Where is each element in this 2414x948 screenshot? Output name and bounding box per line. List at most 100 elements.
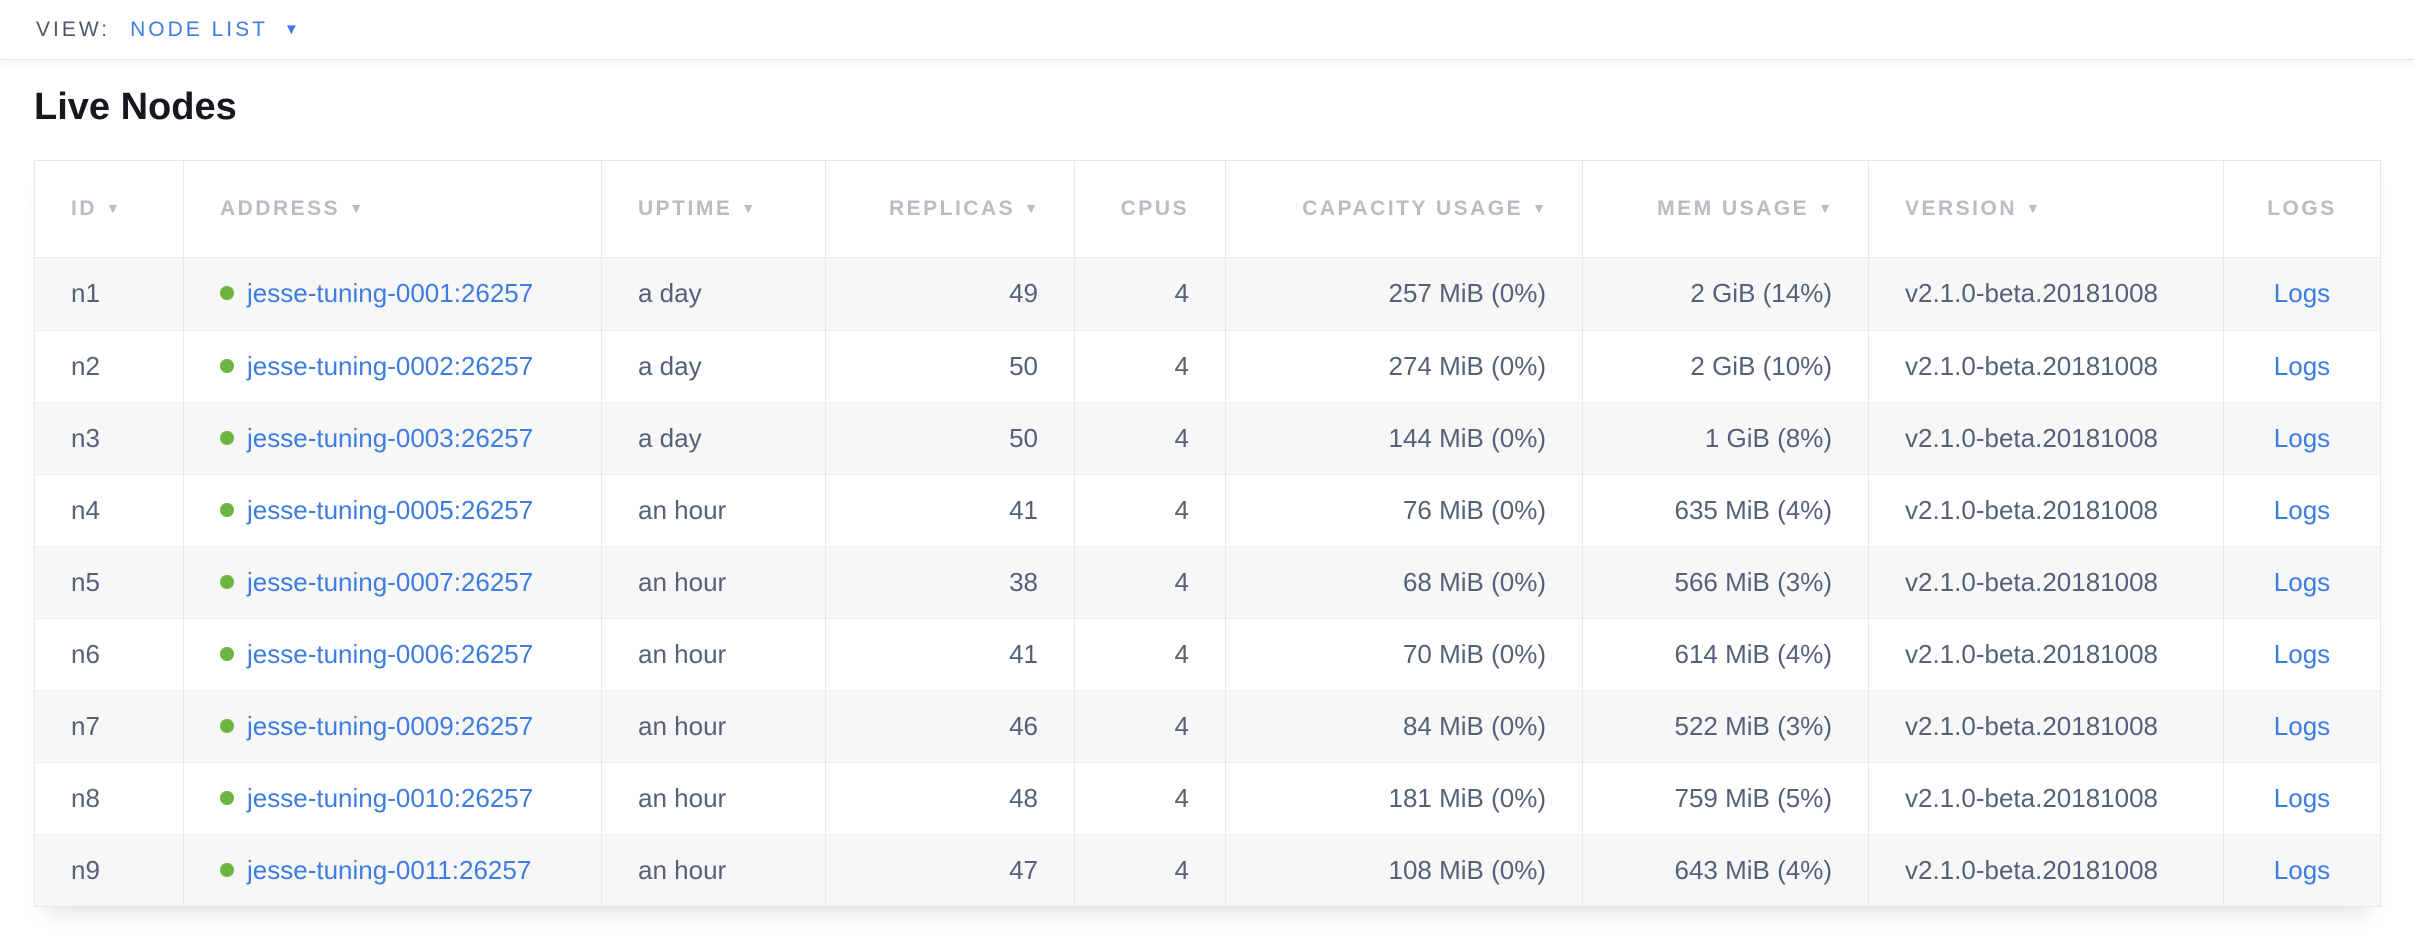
node-logs-cell: Logs [2223,257,2380,330]
node-mem-usage-cell: 2 GiB (14%) [1582,257,1868,330]
column-header-logs: LOGS [2223,160,2380,258]
node-replicas-cell: 48 [825,761,1074,834]
node-live-status-icon [220,862,234,877]
node-mem-usage-cell: 614 MiB (4%) [1582,617,1868,690]
node-address-link[interactable]: jesse-tuning-0010:26257 [247,782,534,813]
live-nodes-table: ID ▼ ADDRESS ▼ UPTIME ▼ REPLICAS ▼ CPUS CAPACITY … [34,159,2381,907]
node-logs-cell: Logs [2223,473,2380,546]
node-address-cell: jesse-tuning-0002:26257 [183,329,601,402]
node-logs-cell: Logs [2223,329,2380,402]
sort-arrow-icon: ▼ [1024,199,1038,216]
view-bar: VIEW: NODE LIST ▼ [0,0,2414,60]
chevron-down-icon: ▼ [283,21,299,38]
column-header-label: LOGS [2267,196,2337,220]
sort-arrow-icon: ▼ [2026,199,2040,216]
node-live-status-icon [220,358,234,373]
logs-link[interactable]: Logs [2273,782,2331,813]
column-header-label: MEM USAGE [1657,196,1810,220]
column-header-address[interactable]: ADDRESS ▼ [183,160,601,258]
node-version-cell: v2.1.0-beta.20181008 [1868,545,2223,618]
node-replicas-cell: 38 [825,545,1074,618]
column-header-cpus: CPUS [1074,160,1225,258]
view-selected-value: NODE LIST [130,17,268,41]
table-row: n3 jesse-tuning-0003:26257 a day 50 4 14… [35,401,2380,474]
node-live-status-icon [220,430,234,445]
node-cpus-cell: 4 [1074,833,1225,906]
node-address-link[interactable]: jesse-tuning-0009:26257 [247,710,534,741]
table-row: n7 jesse-tuning-0009:26257 an hour 46 4 … [35,689,2380,762]
node-uptime-cell: a day [601,329,825,402]
logs-link[interactable]: Logs [2273,854,2331,885]
node-id-cell: n1 [35,257,183,330]
node-replicas-cell: 46 [825,689,1074,762]
node-address-link[interactable]: jesse-tuning-0006:26257 [247,638,534,669]
node-address-cell: jesse-tuning-0001:26257 [183,257,601,330]
column-header-label: VERSION [1905,196,2018,220]
column-header-version[interactable]: VERSION ▼ [1868,160,2223,258]
node-capacity-usage-cell: 68 MiB (0%) [1225,545,1582,618]
sort-arrow-icon: ▼ [106,199,120,216]
table-row: n9 jesse-tuning-0011:26257 an hour 47 4 … [35,833,2380,906]
node-uptime-cell: an hour [601,689,825,762]
column-header-id[interactable]: ID ▼ [35,160,183,258]
node-capacity-usage-cell: 144 MiB (0%) [1225,401,1582,474]
node-cpus-cell: 4 [1074,257,1225,330]
sort-arrow-icon: ▼ [1818,199,1832,216]
logs-link[interactable]: Logs [2273,638,2331,669]
node-address-link[interactable]: jesse-tuning-0003:26257 [247,422,534,453]
logs-link[interactable]: Logs [2273,422,2331,453]
logs-link[interactable]: Logs [2273,278,2331,309]
node-live-status-icon [220,646,234,661]
node-version-cell: v2.1.0-beta.20181008 [1868,401,2223,474]
node-uptime-cell: an hour [601,833,825,906]
logs-link[interactable]: Logs [2273,710,2331,741]
node-id-cell: n7 [35,689,183,762]
node-version-cell: v2.1.0-beta.20181008 [1868,761,2223,834]
column-header-label: UPTIME [638,196,733,220]
node-address-link[interactable]: jesse-tuning-0005:26257 [247,494,534,525]
node-cpus-cell: 4 [1074,545,1225,618]
node-mem-usage-cell: 2 GiB (10%) [1582,329,1868,402]
node-id-cell: n4 [35,473,183,546]
node-capacity-usage-cell: 181 MiB (0%) [1225,761,1582,834]
node-id-cell: n5 [35,545,183,618]
node-live-status-icon [220,502,234,517]
node-address-link[interactable]: jesse-tuning-0001:26257 [247,278,534,309]
node-cpus-cell: 4 [1074,761,1225,834]
logs-link[interactable]: Logs [2273,350,2331,381]
logs-link[interactable]: Logs [2273,566,2331,597]
node-capacity-usage-cell: 108 MiB (0%) [1225,833,1582,906]
node-version-cell: v2.1.0-beta.20181008 [1868,689,2223,762]
node-address-link[interactable]: jesse-tuning-0011:26257 [247,854,532,885]
node-live-status-icon [220,790,234,805]
node-replicas-cell: 47 [825,833,1074,906]
node-version-cell: v2.1.0-beta.20181008 [1868,833,2223,906]
column-header-label: ID [71,196,97,220]
node-logs-cell: Logs [2223,761,2380,834]
column-header-capacity[interactable]: CAPACITY USAGE ▼ [1225,160,1582,258]
node-id-cell: n2 [35,329,183,402]
node-id-cell: n9 [35,833,183,906]
node-address-link[interactable]: jesse-tuning-0007:26257 [247,566,534,597]
sort-arrow-icon: ▼ [349,199,364,216]
node-address-cell: jesse-tuning-0010:26257 [183,761,601,834]
node-mem-usage-cell: 566 MiB (3%) [1582,545,1868,618]
node-uptime-cell: an hour [601,545,825,618]
node-address-link[interactable]: jesse-tuning-0002:26257 [247,350,534,381]
node-logs-cell: Logs [2223,545,2380,618]
node-live-status-icon [220,574,234,589]
node-live-status-icon [220,718,234,733]
node-uptime-cell: an hour [601,761,825,834]
view-selector-dropdown[interactable]: NODE LIST ▼ [130,18,299,42]
node-replicas-cell: 50 [825,401,1074,474]
logs-link[interactable]: Logs [2273,494,2331,525]
node-mem-usage-cell: 1 GiB (8%) [1582,401,1868,474]
column-header-uptime[interactable]: UPTIME ▼ [601,160,825,258]
live-nodes-section: Live Nodes ID ▼ ADDRESS ▼ UPTIME ▼ REPLICAS ▼ CP… [0,60,2414,907]
page-title: Live Nodes [34,86,237,128]
view-label: VIEW: [36,17,111,41]
column-header-mem[interactable]: MEM USAGE ▼ [1582,160,1868,258]
node-address-cell: jesse-tuning-0006:26257 [183,617,601,690]
node-logs-cell: Logs [2223,617,2380,690]
column-header-replicas[interactable]: REPLICAS ▼ [825,160,1074,258]
